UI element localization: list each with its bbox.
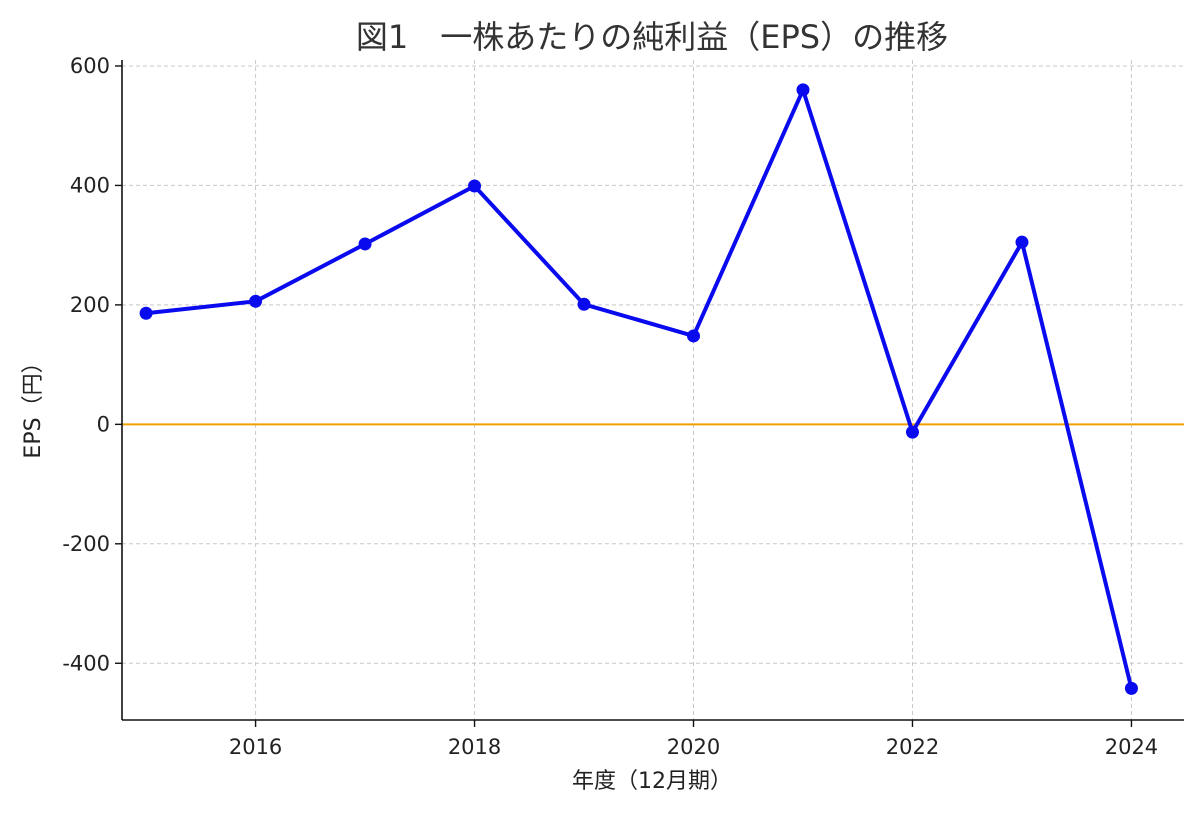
- x-tick-label: 2016: [229, 735, 282, 759]
- eps-point: [139, 306, 153, 320]
- chart-title: 図1 一株あたりの純利益（EPS）の推移: [356, 18, 948, 56]
- y-axis-ticks: -400 -200 0 200 400 600: [62, 54, 122, 675]
- y-tick-label: -200: [62, 532, 110, 556]
- series-group: [139, 83, 1138, 695]
- axes: [121, 60, 1184, 721]
- y-axis-title: EPS（円）: [21, 351, 46, 458]
- x-axis-title: 年度（12月期）: [572, 769, 732, 794]
- y-tick-label: 600: [70, 54, 110, 78]
- grid-lines: [122, 60, 1184, 720]
- eps-point: [687, 329, 701, 343]
- y-tick-label: -400: [62, 651, 110, 675]
- eps-point: [1124, 681, 1138, 695]
- y-tick-label: 400: [70, 173, 110, 197]
- x-tick-label: 2020: [667, 735, 720, 759]
- x-tick-label: 2018: [448, 735, 501, 759]
- eps-point: [905, 425, 919, 439]
- eps-point: [577, 297, 591, 311]
- x-tick-label: 2024: [1105, 735, 1158, 759]
- x-axis-ticks: 2016 2018 2020 2022 2024: [229, 720, 1158, 759]
- y-tick-label: 0: [97, 412, 110, 436]
- eps-point: [358, 237, 372, 251]
- x-tick-label: 2022: [886, 735, 939, 759]
- eps-point: [796, 83, 810, 97]
- y-tick-label: 200: [70, 293, 110, 317]
- eps-point: [468, 179, 482, 193]
- eps-series-line: [144, 87, 1134, 691]
- eps-point: [249, 294, 263, 308]
- eps-point: [1015, 235, 1029, 249]
